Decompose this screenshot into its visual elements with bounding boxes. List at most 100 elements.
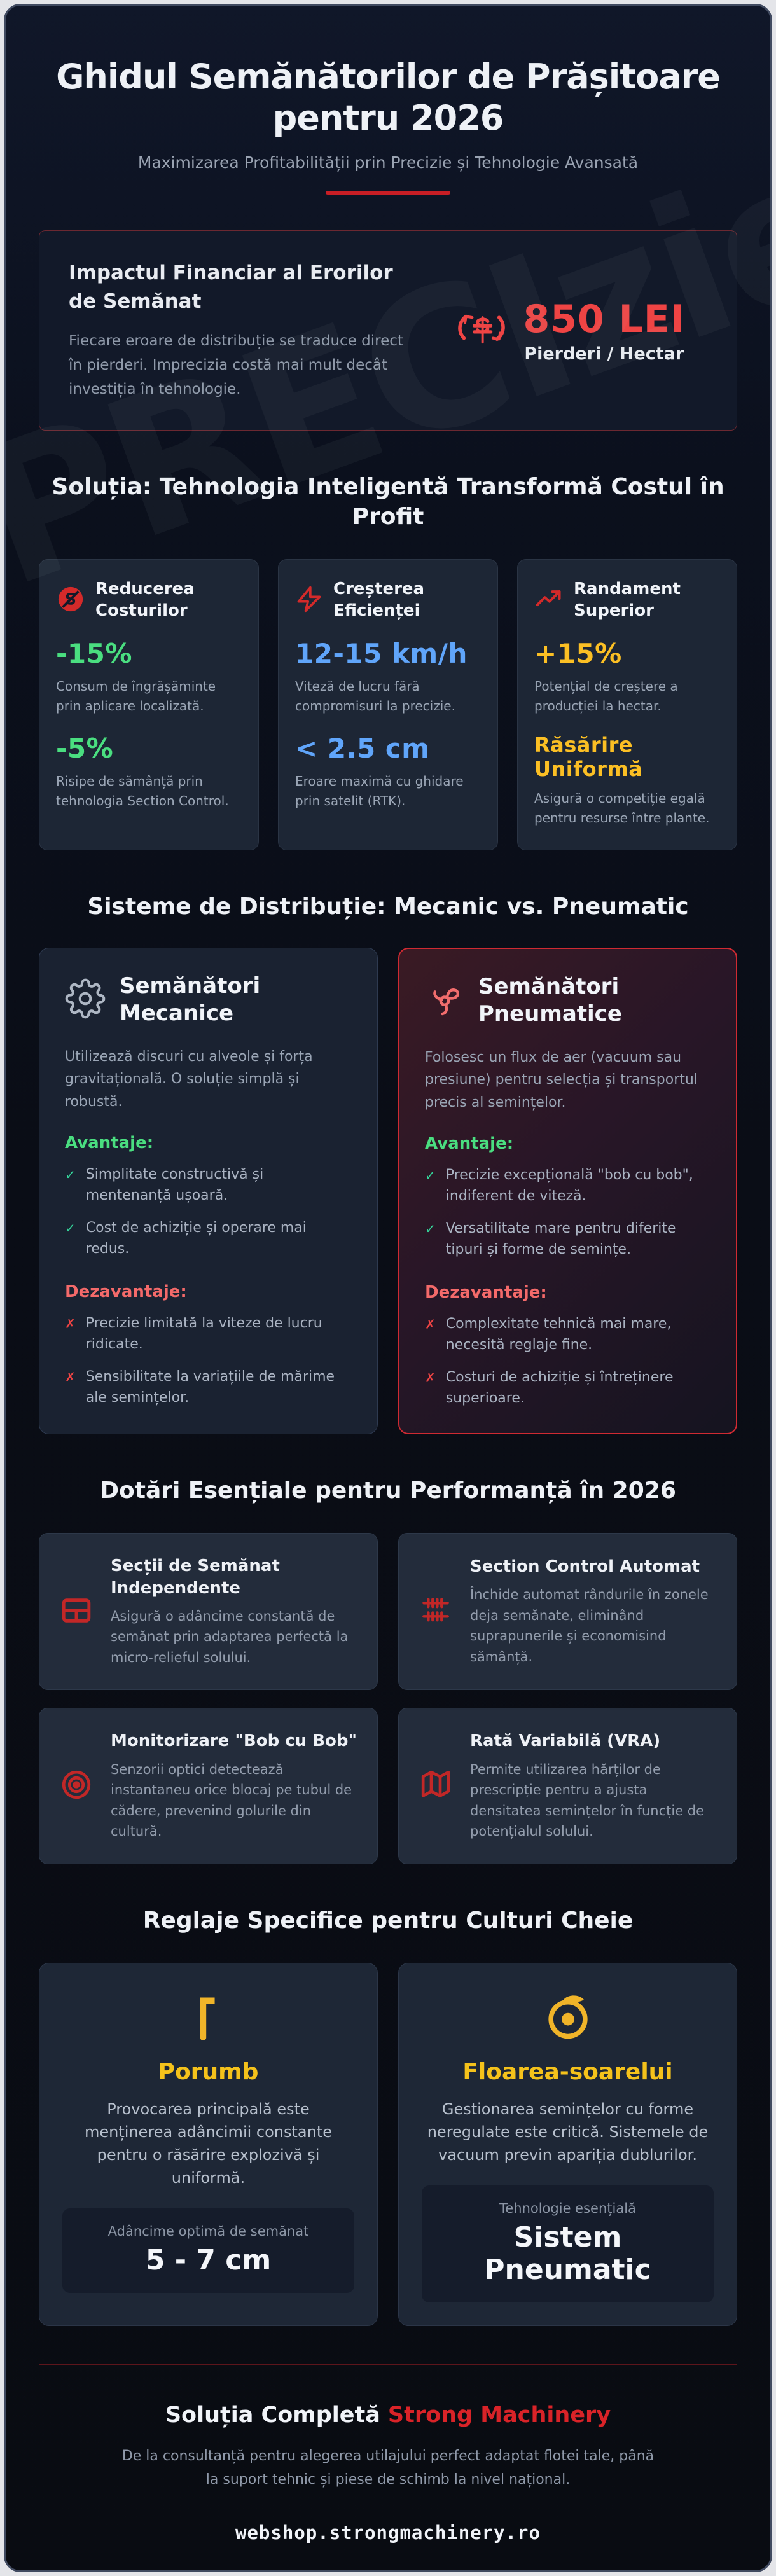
spec-value: 5 - 7 cm xyxy=(145,2243,272,2276)
pneumatic-body: Folosesc un flux de aer (vacuum sau pres… xyxy=(425,1049,698,1111)
section-control-icon xyxy=(418,1593,454,1631)
metric-value: -5% xyxy=(56,733,114,765)
footer-divider xyxy=(39,2364,737,2365)
metric-value: 12-15 km/h xyxy=(295,638,468,670)
advantages-label: Avantaje: xyxy=(65,1133,154,1153)
infographic-root: PRECIzie Ghidul Semănătorilor de Prășito… xyxy=(4,4,772,2573)
corn-icon xyxy=(62,1989,354,2045)
cost-reduction-icon: S xyxy=(56,585,85,616)
mechanical-disadvantages: ✗ Precizie limitată la viteze de lucru ri… xyxy=(65,1313,352,1408)
metric-value: Răsărire Uniformă xyxy=(534,733,643,782)
financial-impact-figure: 850 LEI Pierderi / Hectar xyxy=(435,297,707,364)
mechanical-card: Semănători Mecanice Utilizează discuri c… xyxy=(39,948,378,1434)
advantage-item: ✓ Versatilitate mare pentru diferite tipu… xyxy=(425,1218,710,1260)
advantage-item: ✓ Simplitate constructivă și mentenanță u… xyxy=(65,1164,352,1206)
loss-amount-label: Pierderi / Hectar xyxy=(524,343,684,364)
metric-desc: Viteză de lucru fără compromisuri la pre… xyxy=(295,679,455,714)
cross-icon: ✗ xyxy=(425,1316,436,1332)
metric-desc: Eroare maximă cu ghidare prin satelit (R… xyxy=(295,773,464,809)
footer-brand: Strong Machinery xyxy=(387,2402,611,2428)
pneumatic-advantages: ✓ Precizie excepțională "bob cu bob", ind… xyxy=(425,1165,710,1260)
mechanical-advantages: ✓ Simplitate constructivă și mentenanță u… xyxy=(65,1164,352,1259)
check-icon: ✓ xyxy=(425,1221,436,1236)
crop-spec-box: Adâncime optimă de semănat 5 - 7 cm xyxy=(62,2208,354,2293)
card-efficiency: Creșterea Eficienței 12-15 km/h Viteză d… xyxy=(278,558,498,851)
disadvantage-item: ✗ Precizie limitată la viteze de lucru ri… xyxy=(65,1313,352,1355)
page-subtitle: Maximizarea Profitabilității prin Preciz… xyxy=(137,153,639,172)
advantage-item: ✓ Precizie excepțională "bob cu bob", ind… xyxy=(425,1165,710,1207)
disadvantages-label: Dezavantaje: xyxy=(65,1282,187,1301)
disadvantage-item: ✗ Complexitate tehnică mai mare, necesită… xyxy=(425,1313,710,1355)
title-divider xyxy=(326,190,450,195)
card-title: Reducerea Costurilor xyxy=(95,579,195,620)
lightning-icon xyxy=(295,585,323,616)
loss-amount: 850 LEI xyxy=(523,296,686,342)
metric-desc: Risipe de sămânță prin tehnologia Sectio… xyxy=(56,773,229,809)
money-loss-icon xyxy=(457,303,506,357)
prescription-map-icon xyxy=(418,1767,454,1805)
feature-desc: Permite utilizarea hărților de prescripț… xyxy=(470,1761,705,1839)
spec-value: Sistem Pneumatic xyxy=(484,2220,651,2286)
card-title: Creșterea Eficienței xyxy=(333,579,425,620)
feature-variable-rate: Rată Variabilă (VRA) Permite utilizarea … xyxy=(398,1708,737,1864)
trend-up-icon xyxy=(534,585,564,616)
feature-seed-monitoring: Monitorizare "Bob cu Bob" Senzorii optic… xyxy=(39,1708,378,1864)
crop-cards: Porumb Provocarea principală este mențin… xyxy=(39,1962,737,2326)
solution-heading: Soluția: Tehnologia Inteligentă Transfor… xyxy=(52,474,724,530)
sunflower-card: Floarea-soarelui Gestionarea semințelor … xyxy=(398,1962,737,2326)
metric-desc: Consum de îngrășăminte prin aplicare loc… xyxy=(56,679,216,714)
crops-heading: Reglaje Specifice pentru Culturi Cheie xyxy=(142,1907,634,1934)
crop-spec-box: Tehnologie esențială Sistem Pneumatic xyxy=(422,2185,714,2302)
metric-desc: Potențial de creștere a producției la he… xyxy=(534,679,678,714)
spec-label: Adâncime optimă de semănat xyxy=(107,2223,309,2239)
feature-title: Section Control Automat xyxy=(470,1556,700,1576)
metric-value: < 2.5 cm xyxy=(295,733,430,765)
sunflower-icon xyxy=(422,1989,714,2045)
footer-url[interactable]: webshop.strongmachinery.ro xyxy=(235,2522,541,2544)
cross-icon: ✗ xyxy=(65,1315,76,1331)
page-title: Ghidul Semănătorilor de Prășitoare pentr… xyxy=(56,57,721,138)
systems-comparison: Semănători Mecanice Utilizează discuri c… xyxy=(39,948,737,1434)
feature-title: Secții de Semănat Independente xyxy=(111,1556,280,1598)
pneumatic-title: Semănători Pneumatice xyxy=(478,974,622,1027)
gear-icon xyxy=(65,978,106,1021)
seed-monitor-icon xyxy=(59,1767,94,1805)
crop-body: Provocarea principală este menținerea ad… xyxy=(84,2100,332,2187)
corn-card: Porumb Provocarea principală este mențin… xyxy=(39,1962,378,2326)
feature-desc: Închide automat rândurile în zonele deja… xyxy=(470,1586,709,1665)
disadvantage-item: ✗ Sensibilitate la variațiile de mărime a… xyxy=(65,1366,352,1408)
footer: Soluția Completă Strong Machinery De la … xyxy=(39,2364,737,2544)
financial-impact-text: Impactul Financiar al Erorilor de Semăna… xyxy=(69,259,410,403)
feature-cards: Secții de Semănat Independente Asigură o… xyxy=(39,1532,737,1864)
check-icon: ✓ xyxy=(65,1220,76,1236)
mechanical-title: Semănători Mecanice xyxy=(120,973,261,1026)
cross-icon: ✗ xyxy=(65,1369,76,1385)
card-title: Randament Superior xyxy=(574,579,681,620)
features-heading: Dotări Esențiale pentru Performanță în 2… xyxy=(100,1477,676,1504)
financial-impact-card: Impactul Financiar al Erorilor de Semăna… xyxy=(39,230,737,431)
advantages-label: Avantaje: xyxy=(425,1133,514,1153)
feature-title: Rată Variabilă (VRA) xyxy=(470,1731,661,1751)
solution-cards: S Reducerea Costurilor -15% Consum de în… xyxy=(39,558,737,851)
feature-independent-sections: Secții de Semănat Independente Asigură o… xyxy=(39,1532,378,1691)
metric-value: +15% xyxy=(534,638,622,670)
cross-icon: ✗ xyxy=(425,1369,436,1385)
feature-desc: Asigură o adâncime constantă de semănat … xyxy=(111,1608,349,1665)
card-yield: Randament Superior +15% Potențial de cre… xyxy=(517,558,737,851)
pneumatic-card: Semănători Pneumatice Folosesc un flux d… xyxy=(398,948,737,1434)
planter-sections-icon xyxy=(59,1593,94,1631)
loss-figures: 850 LEI Pierderi / Hectar xyxy=(523,297,685,364)
check-icon: ✓ xyxy=(65,1167,76,1182)
crop-body: Gestionarea semințelor cu forme neregula… xyxy=(427,2100,709,2164)
financial-impact-title: Impactul Financiar al Erorilor de Semăna… xyxy=(69,261,393,313)
feature-section-control: Section Control Automat Închide automat … xyxy=(398,1532,737,1691)
feature-desc: Senzorii optici detectează instantaneu o… xyxy=(111,1761,352,1839)
financial-impact-body: Fiecare eroare de distribuție se traduce… xyxy=(69,333,403,398)
crop-title: Floarea-soarelui xyxy=(462,2058,673,2085)
feature-title: Monitorizare "Bob cu Bob" xyxy=(111,1731,357,1751)
footer-heading-text: Soluția Completă xyxy=(165,2402,380,2428)
systems-heading: Sisteme de Distribuție: Mecanic vs. Pneu… xyxy=(87,894,689,920)
disadvantages-label: Dezavantaje: xyxy=(425,1282,547,1302)
mechanical-body: Utilizează discuri cu alveole și forța g… xyxy=(65,1049,313,1110)
metric-desc: Asigură o competiție egală pentru resurs… xyxy=(534,791,710,826)
